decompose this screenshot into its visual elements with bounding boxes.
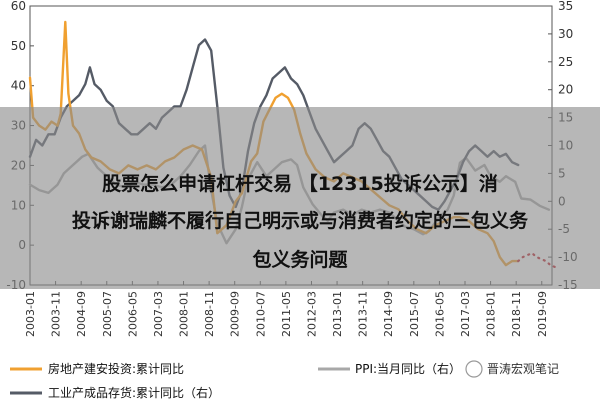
x-tick-label: 2003-01 xyxy=(24,291,37,337)
x-tick-label: 2013-11 xyxy=(357,291,370,337)
x-tick-label: 2013-01 xyxy=(331,291,344,337)
x-tick-label: 2006-05 xyxy=(126,291,139,337)
x-tick-label: 2015-07 xyxy=(408,291,421,337)
legend-label-inventory: 工业产成品存货:累计同比（右） xyxy=(48,385,220,400)
watermark-text: 晋涛宏观笔记 xyxy=(487,361,559,376)
legend-item-ppi: PPI:当月同比（右） xyxy=(318,361,461,376)
y-right-tick-label: 35 xyxy=(558,0,573,13)
y-left-tick-label: 60 xyxy=(11,0,26,13)
legend-item-inventory: 工业产成品存货:累计同比（右） xyxy=(10,385,220,400)
x-tick-label: 2014-09 xyxy=(382,291,395,337)
overlay-line-3: 包义务问题 xyxy=(252,248,347,271)
x-tick-label: 2009-09 xyxy=(229,291,242,337)
y-right-tick-label: 30 xyxy=(558,27,573,41)
x-tick-label: 2018-11 xyxy=(510,291,523,337)
y-right-tick-label: 25 xyxy=(558,55,573,69)
watermark-icon xyxy=(465,360,483,378)
x-tick-label: 2008-01 xyxy=(178,291,191,337)
x-tick-label: 2011-05 xyxy=(280,291,293,337)
legend: 房地产建安投资:累计同比 PPI:当月同比（右） 工业产成品存货:累计同比（右）… xyxy=(10,360,559,400)
x-tick-label: 2008-11 xyxy=(203,291,216,337)
overlay-line-1: 股票怎么申请杠杆交易 【12315投诉公示】消 xyxy=(102,172,498,195)
watermark: 晋涛宏观笔记 xyxy=(465,360,559,378)
y-right-tick-label: 20 xyxy=(558,83,573,97)
x-tick-label: 2018-01 xyxy=(485,291,498,337)
y-left-tick-label: 40 xyxy=(11,79,26,93)
overlay-banner: 股票怎么申请杠杆交易 【12315投诉公示】消 投诉谢瑞麟不履行自己明示或与消费… xyxy=(0,107,600,289)
legend-label-ppi: PPI:当月同比（右） xyxy=(355,361,461,376)
legend-label-construction: 房地产建安投资:累计同比 xyxy=(48,361,184,376)
overlay-background xyxy=(0,107,600,289)
x-tick-label: 2012-03 xyxy=(305,291,318,337)
x-tick-label: 2016-05 xyxy=(433,291,446,337)
x-tick-label: 2019-09 xyxy=(536,291,549,337)
x-tick-label: 2003-11 xyxy=(50,291,63,337)
overlay-line-2: 投诉谢瑞麟不履行自己明示或与消费者约定的三包义务 xyxy=(72,209,529,232)
x-tick-label: 2010-07 xyxy=(254,291,267,337)
x-tick-label: 2007-03 xyxy=(152,291,165,337)
x-axis: 2003-01 2003-11 2004-09 2005-07 2006-05 2007-… xyxy=(24,281,549,337)
x-tick-label: 2004-09 xyxy=(75,291,88,337)
legend-item-construction: 房地产建安投资:累计同比 xyxy=(10,361,184,376)
y-left-tick-label: 50 xyxy=(11,39,26,53)
x-tick-label: 2017-03 xyxy=(459,291,472,337)
x-tick-label: 2005-07 xyxy=(101,291,114,337)
